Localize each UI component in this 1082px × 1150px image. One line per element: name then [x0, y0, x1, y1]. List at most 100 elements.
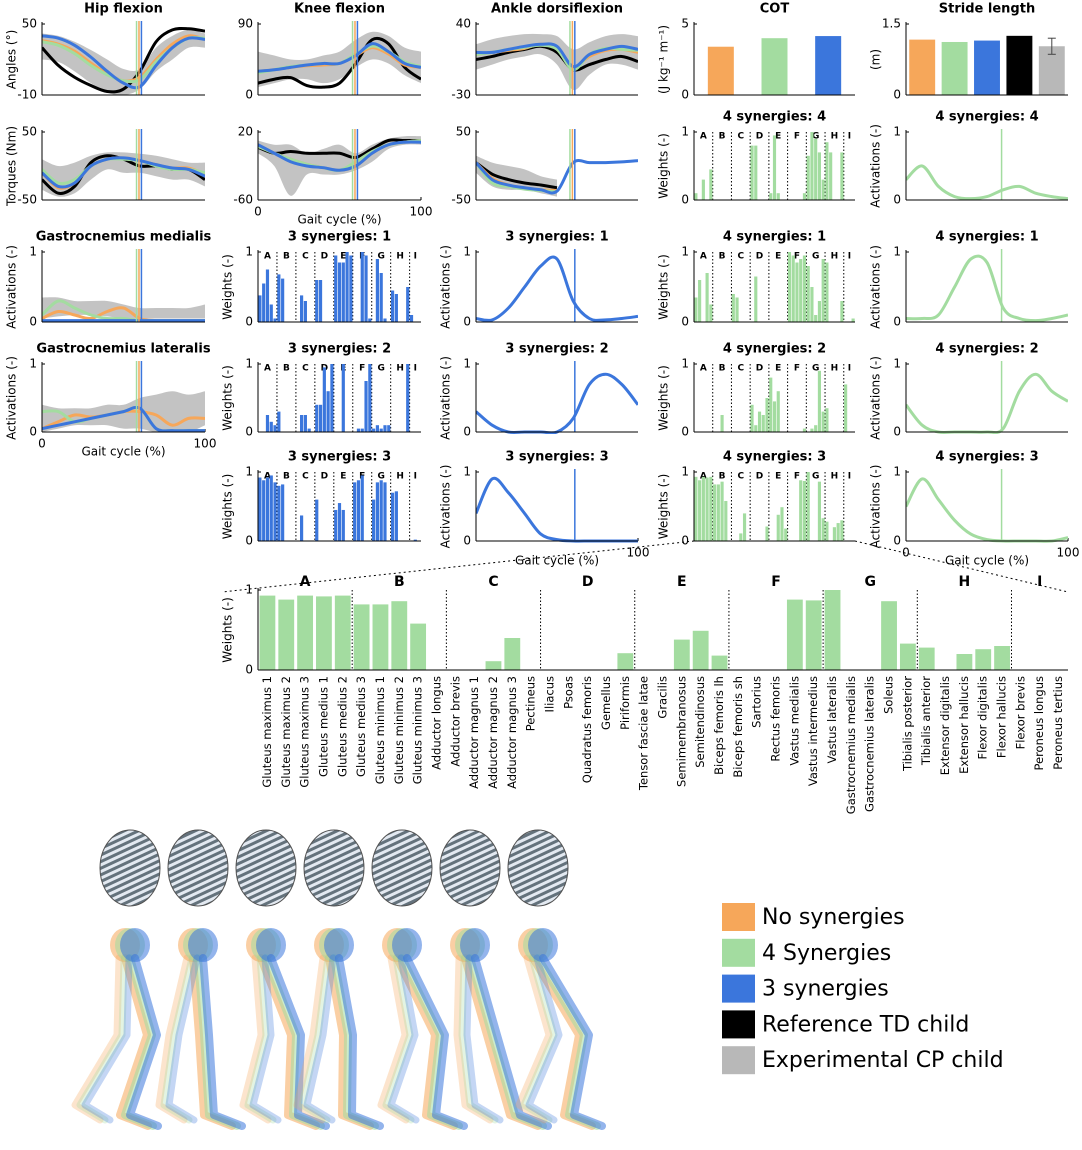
bar	[754, 276, 758, 322]
line	[258, 42, 421, 73]
bar	[353, 482, 357, 541]
line	[906, 254, 1068, 323]
plot-area	[42, 297, 205, 323]
bar	[692, 630, 709, 670]
bar	[297, 595, 314, 670]
leg	[249, 954, 282, 1124]
group-label: G	[378, 364, 385, 374]
y-tick-label: 0	[245, 425, 253, 439]
bar	[694, 476, 698, 541]
y-tick-label: 1	[893, 357, 901, 371]
y-axis-label: Activations (-)	[869, 356, 883, 440]
bar	[278, 599, 295, 670]
group-label: H	[831, 132, 839, 142]
x-axis-label: Gait cycle (%)	[945, 554, 1029, 568]
muscle-label: Psoas	[561, 676, 575, 709]
group-label: A	[264, 364, 271, 374]
legend-label: Experimental CP child	[762, 1048, 1004, 1073]
bar	[368, 364, 372, 432]
bar	[769, 377, 773, 432]
muscle-label: Biceps femoris sh	[731, 676, 745, 778]
bar	[780, 507, 784, 541]
leg	[403, 954, 468, 1130]
group-label: D	[756, 472, 763, 482]
leg	[382, 954, 415, 1124]
bar	[694, 297, 698, 322]
group-label: I	[848, 252, 851, 262]
bar	[334, 595, 351, 670]
y-axis-label: Weights (-)	[657, 133, 671, 199]
y-tick-label: 1	[463, 357, 471, 371]
bar	[334, 509, 338, 541]
bar	[307, 428, 311, 432]
group-label: H	[959, 574, 971, 590]
pelvis	[324, 928, 354, 962]
pelvis	[528, 928, 558, 962]
y-axis-label: Activations (-)	[5, 356, 19, 440]
muscle-label: Gluteus minimus 3	[411, 676, 425, 784]
bar	[269, 475, 273, 541]
bar	[360, 428, 364, 432]
y-tick-label: -60	[233, 193, 253, 207]
group-label: H	[396, 252, 404, 262]
bar	[776, 514, 780, 541]
bar	[345, 252, 349, 322]
muscle-label: Sartorius	[750, 676, 764, 728]
bar	[617, 653, 634, 670]
bar	[341, 262, 345, 322]
bar	[701, 179, 705, 200]
group-label: B	[719, 472, 726, 482]
group-label: C	[737, 364, 744, 374]
bar	[765, 398, 769, 432]
bar	[805, 600, 822, 670]
leg	[244, 954, 277, 1124]
leg	[298, 954, 332, 1124]
bar	[821, 259, 825, 322]
ribcage	[439, 829, 501, 907]
bar	[265, 477, 270, 541]
muscle-label: Gluteus minimus 1	[373, 676, 387, 784]
plot-area	[476, 255, 638, 322]
bar	[258, 295, 262, 322]
bar	[705, 477, 709, 541]
y-axis-label: Activations (-)	[439, 465, 453, 549]
group-label: D	[321, 252, 328, 262]
bar	[300, 415, 304, 432]
bar	[840, 152, 844, 200]
leg	[239, 954, 272, 1124]
muscle-label: Tensor fasciae latae	[637, 676, 651, 791]
muscle-label: Adductor magnus 3	[505, 676, 519, 789]
panel-title: Stride length	[939, 2, 1035, 17]
y-tick-label: 1	[681, 125, 689, 139]
bar	[318, 404, 323, 432]
bar	[810, 428, 814, 432]
bar	[273, 482, 277, 541]
muscle-label: Flexor hallucis	[995, 676, 1009, 758]
bar	[821, 518, 825, 541]
leg	[515, 954, 553, 1124]
zoom-line	[221, 540, 695, 593]
leg	[471, 954, 552, 1130]
group-label: G	[378, 472, 385, 482]
bar	[277, 485, 281, 541]
group-label: H	[396, 364, 404, 374]
group-label: F	[794, 132, 800, 142]
y-tick-label: 1.5	[882, 17, 901, 31]
line	[906, 164, 1068, 201]
y-tick-label: 1	[681, 245, 689, 259]
panel-title: 4 synergies: 2	[935, 342, 1038, 357]
y-tick-label: 1	[245, 357, 253, 371]
muscle-label: Peroneus longus	[1032, 676, 1046, 771]
group-label: G	[812, 472, 819, 482]
group-label: B	[719, 364, 726, 374]
plot-area	[42, 152, 205, 197]
group-label: A	[700, 132, 707, 142]
line	[476, 42, 638, 69]
y-axis-label: Angles (°)	[5, 30, 19, 90]
leg	[155, 954, 191, 1124]
legend-label: No synergies	[762, 905, 905, 930]
panel-title: Gastrocnemius lateralis	[36, 342, 210, 357]
group-label: D	[756, 132, 763, 142]
bar	[383, 425, 387, 432]
group-label: E	[677, 574, 687, 590]
